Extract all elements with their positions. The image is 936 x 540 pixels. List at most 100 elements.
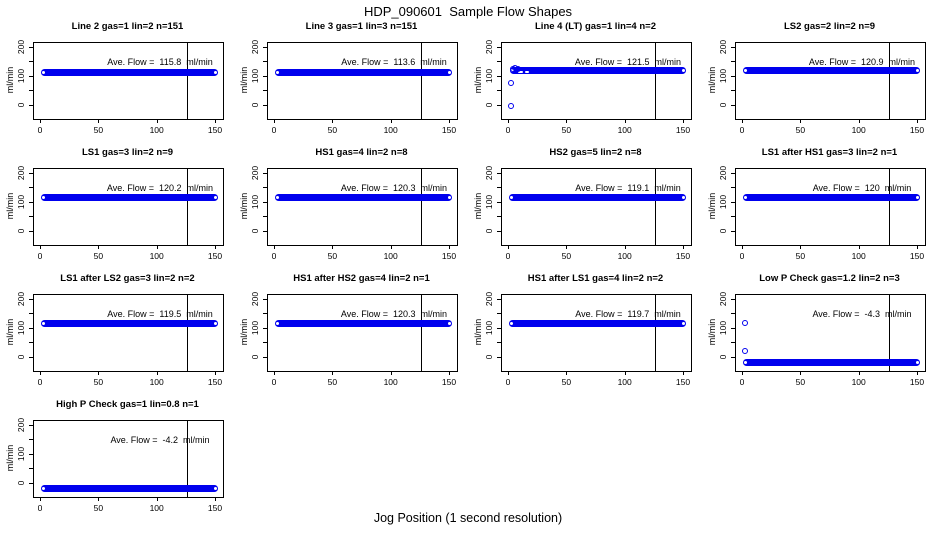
y-axis-label: ml/min: [707, 66, 717, 94]
flow-panel: LS1 after LS2 gas=3 lin=2 n=2 Ave. Flow =…: [0, 272, 234, 398]
x-axis-label: Jog Position (1 second resolution): [373, 511, 563, 525]
x-tick: [800, 245, 802, 249]
x-tick-label: 50: [795, 377, 806, 387]
y-tick: [731, 90, 735, 92]
x-tick-label: 50: [93, 503, 104, 513]
y-tick-label: 0: [16, 228, 26, 234]
y-tick-label: 0: [16, 102, 26, 108]
flow-panel: Line 4 (LT) gas=1 lin=4 n=2 Ave. Flow = 1…: [468, 20, 702, 146]
y-tick: [263, 46, 267, 48]
x-tick: [683, 245, 684, 249]
flow-panel: HS1 gas=4 lin=2 n=8 Ave. Flow = 120.3 ml/…: [234, 146, 468, 272]
ave-flow-annotation: Ave. Flow = 120.9 ml/min: [808, 57, 916, 67]
band-cap: [448, 71, 452, 75]
y-tick-label: 0: [250, 228, 260, 234]
y-tick: [731, 313, 735, 315]
panel-title: Low P Check gas=1.2 lin=2 n=3: [759, 273, 900, 284]
main-title: HDP_090601 Sample Flow Shapes: [363, 4, 573, 19]
y-tick: [29, 90, 33, 92]
x-tick: [858, 371, 860, 375]
data-band: [41, 319, 219, 327]
y-tick: [731, 298, 735, 300]
marker-vline: [186, 295, 188, 371]
marker-vline: [420, 169, 422, 245]
x-tick-label: 150: [207, 125, 223, 135]
ave-flow-annotation: Ave. Flow = -4.3 ml/min: [812, 309, 912, 319]
marker-vline: [888, 43, 890, 119]
y-tick-label: 100: [16, 68, 26, 84]
x-tick-label: 100: [851, 125, 866, 135]
band-cap: [214, 486, 218, 490]
data-band: [743, 67, 921, 75]
y-tick: [29, 75, 33, 77]
y-tick: [263, 201, 267, 203]
y-tick-label: 100: [16, 320, 26, 336]
band-cap: [510, 195, 513, 199]
band-cap: [448, 195, 452, 199]
y-tick-label: 0: [250, 354, 260, 360]
x-tick: [917, 119, 918, 123]
band-cap: [916, 69, 920, 73]
x-tick: [98, 371, 100, 375]
marker-vline: [186, 421, 188, 497]
y-axis-label: ml/min: [239, 318, 249, 346]
x-tick: [156, 497, 158, 501]
x-tick-label: 150: [675, 377, 691, 387]
x-tick-label: 50: [327, 125, 338, 135]
x-tick-label: 150: [675, 125, 691, 135]
panel-title: LS1 after HS1 gas=3 lin=2 n=1: [761, 147, 898, 158]
y-tick: [263, 342, 267, 344]
x-tick: [800, 119, 802, 123]
y-tick-label: 0: [718, 354, 728, 360]
y-tick-label: 200: [718, 39, 728, 55]
y-axis-label: ml/min: [5, 66, 15, 94]
y-tick-label: 100: [718, 320, 728, 336]
y-tick-label: 100: [250, 68, 260, 84]
band-cap: [42, 195, 45, 199]
ave-flow-annotation: Ave. Flow = 120 ml/min: [812, 183, 912, 193]
y-tick: [497, 356, 501, 358]
x-tick-label: 100: [149, 251, 164, 261]
x-tick-label: 150: [909, 125, 925, 135]
x-tick-label: 0: [505, 251, 511, 261]
x-tick-label: 0: [739, 251, 745, 261]
x-tick: [624, 371, 626, 375]
y-tick-label: 0: [484, 102, 494, 108]
flow-panel: Low P Check gas=1.2 lin=2 n=3 Ave. Flow =…: [702, 272, 936, 398]
data-band: [509, 319, 687, 327]
x-tick-label: 100: [617, 377, 632, 387]
y-tick: [29, 230, 33, 232]
y-tick-label: 100: [484, 194, 494, 210]
band-cap: [916, 195, 920, 199]
x-tick: [274, 245, 275, 249]
plot-area: Ave. Flow = 120 ml/min: [735, 168, 926, 246]
x-tick: [156, 245, 158, 249]
x-tick: [390, 119, 392, 123]
x-tick: [40, 119, 41, 123]
y-axis-label: ml/min: [5, 192, 15, 220]
x-tick: [742, 245, 743, 249]
x-tick: [390, 245, 392, 249]
y-tick-label: 200: [718, 165, 728, 181]
y-axis-label: ml/min: [473, 318, 483, 346]
y-tick: [731, 187, 735, 189]
x-tick-label: 50: [561, 125, 572, 135]
x-tick: [215, 371, 216, 375]
y-tick: [497, 172, 501, 174]
y-tick: [731, 201, 735, 203]
x-tick: [156, 371, 158, 375]
x-tick: [683, 119, 684, 123]
y-tick-label: 0: [718, 228, 728, 234]
x-tick: [449, 371, 450, 375]
x-tick: [274, 119, 275, 123]
panel-title: HS1 gas=4 lin=2 n=8: [315, 147, 408, 158]
x-tick-label: 100: [851, 377, 866, 387]
plot-area: Ave. Flow = 120.3 ml/min: [267, 168, 458, 246]
band-cap: [42, 321, 45, 325]
x-tick: [624, 245, 626, 249]
band-cap: [214, 321, 218, 325]
x-tick: [917, 371, 918, 375]
x-tick-label: 100: [617, 251, 632, 261]
data-band: [275, 69, 453, 77]
x-tick-label: 50: [93, 251, 104, 261]
